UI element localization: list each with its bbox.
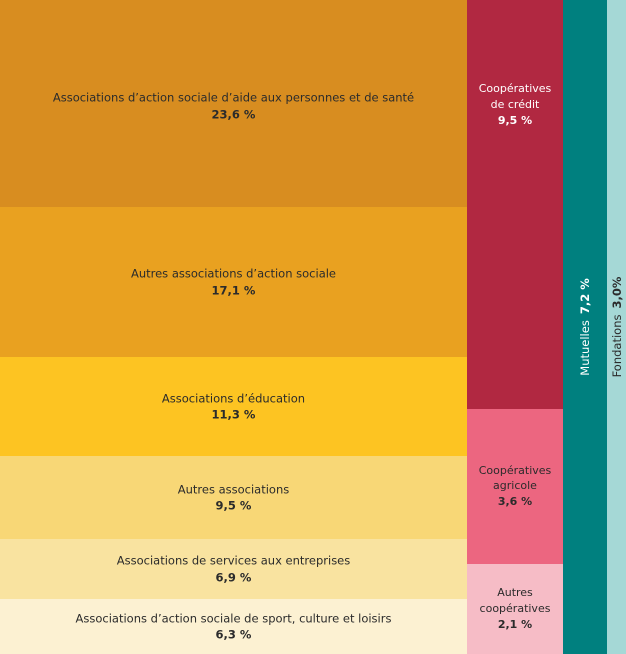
cell-name-line: Autres [497,586,533,600]
cell-value: 11,3 % [211,407,256,422]
cell-label: Fondations 3,0% [610,277,624,378]
treemap-cell-fondations: Fondations 3,0% [607,0,626,654]
cell-value: 6,3 % [215,627,252,642]
treemap-cell-autres-associations-d-action-sociale: Autres associations d’action sociale 17,1… [0,207,467,357]
cell-label: Associations d’action sociale de sport, … [0,610,467,643]
cell-value: 9,5 % [215,498,252,513]
cell-label: Mutuelles 7,2 % [578,278,592,375]
treemap-cell-associations-de-services-aux-entreprises: Associations de services aux entreprises… [0,539,467,599]
cell-name: Associations d’action sociale d’aide aux… [52,90,415,105]
cell-name-line: Coopératives [478,82,552,96]
treemap-cell-cooperatives-de-credit: Coopératives de crédit 9,5 % [467,0,563,409]
cell-value: 3,6 % [497,495,533,509]
cell-name: Associations de services aux entreprises [116,553,351,568]
treemap-cell-cooperatives-agricole: Coopératives agricole 3,6 % [467,409,563,564]
cell-value: 3,0% [609,276,624,309]
cell-label: Coopératives agricole 3,6 % [467,463,563,511]
cell-value: 17,1 % [211,283,256,297]
treemap-cell-associations-d-education: Associations d’éducation 11,3 % [0,357,467,456]
cell-value: 6,9 % [215,570,252,584]
cell-name: Autres associations d’action sociale [130,266,337,281]
cell-label: Associations d’éducation 11,3 % [0,390,467,423]
treemap-cell-autres-cooperatives: Autres coopératives 2,1 % [467,564,563,654]
cell-value: 23,6 % [211,107,256,121]
cell-value: 7,2 % [578,278,592,315]
cell-name-line: coopératives [479,602,551,616]
treemap-cell-autres-associations: Autres associations 9,5 % [0,456,467,539]
cell-name: Associations d’éducation [161,390,306,405]
cell-name-line: Coopératives [478,463,552,477]
cell-label: Autres coopératives 2,1 % [467,585,563,633]
cell-value: 2,1 % [497,617,533,631]
cell-value: 9,5 % [497,113,533,127]
cell-label: Autres associations d’action sociale 17,1… [0,265,467,298]
cell-name: Fondations [609,314,624,378]
cell-name: Autres associations [177,481,290,496]
treemap-cell-associations-d-action-sociale-d-aide-aux-personnes-et-de-sante: Associations d’action sociale d’aide aux… [0,0,467,207]
cell-name-line: agricole [493,479,537,493]
treemap-cell-associations-d-action-sociale-de-sport-culture-et-loisirs: Associations d’action sociale de sport, … [0,599,467,654]
cell-label: Coopératives de crédit 9,5 % [467,81,563,129]
cell-label: Associations d’action sociale d’aide aux… [0,89,467,122]
cell-name: Associations d’action sociale de sport, … [75,610,392,625]
cell-name-line: de crédit [490,98,540,112]
treemap-cell-mutuelles: Mutuelles 7,2 % [563,0,607,654]
cell-label: Autres associations 9,5 % [0,481,467,514]
cell-label: Associations de services aux entreprises… [0,552,467,585]
cell-name: Mutuelles [578,320,592,376]
